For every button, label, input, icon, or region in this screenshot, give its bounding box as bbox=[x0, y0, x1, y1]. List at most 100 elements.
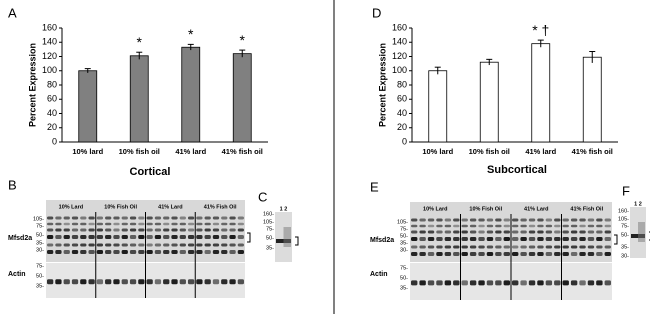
blot-band bbox=[570, 224, 578, 228]
blot-band bbox=[537, 252, 544, 256]
blot-band bbox=[138, 243, 145, 247]
blot-band bbox=[562, 218, 569, 222]
y-tick-label: 80 bbox=[397, 79, 407, 89]
blot-band bbox=[171, 250, 178, 254]
blot-band bbox=[47, 216, 54, 220]
y-tick-label: 60 bbox=[47, 94, 57, 104]
annotation: * bbox=[137, 34, 143, 50]
blot-band bbox=[528, 280, 536, 286]
blot-band bbox=[154, 279, 162, 285]
blot-band bbox=[71, 243, 79, 247]
blot-band bbox=[579, 245, 586, 249]
error-bar bbox=[187, 43, 194, 51]
blot-band bbox=[113, 216, 120, 220]
blot-band bbox=[411, 237, 418, 241]
blot-band bbox=[495, 230, 502, 234]
blot-band bbox=[196, 250, 203, 254]
blot-band bbox=[171, 228, 178, 232]
blot-band bbox=[579, 218, 586, 222]
marker: 105- bbox=[397, 219, 408, 225]
blot-band bbox=[579, 237, 586, 241]
blot-band bbox=[596, 252, 603, 256]
blot-band bbox=[570, 245, 578, 249]
blot-band bbox=[486, 237, 494, 241]
blot-band bbox=[113, 228, 120, 232]
blot-band bbox=[221, 222, 228, 226]
blot-band bbox=[537, 230, 544, 234]
blot-band bbox=[237, 228, 244, 232]
blot-band bbox=[419, 224, 426, 228]
blot-band bbox=[187, 222, 195, 226]
blot-band bbox=[528, 224, 536, 228]
blot-band bbox=[105, 216, 112, 220]
blot-band bbox=[179, 235, 186, 239]
marker: 50- bbox=[400, 233, 408, 239]
blot-band bbox=[179, 279, 186, 285]
panel-label: F bbox=[622, 183, 630, 198]
blot-band bbox=[55, 243, 62, 247]
x-tick-label: 41% fish oil bbox=[222, 147, 263, 156]
marker: 75- bbox=[400, 226, 408, 232]
blot-band bbox=[229, 222, 236, 226]
blot-band bbox=[204, 222, 211, 226]
error-bar bbox=[84, 68, 91, 73]
lane-label: 1 2 bbox=[634, 201, 642, 207]
blot-band bbox=[444, 218, 452, 222]
blot-band bbox=[554, 218, 561, 222]
blot-band bbox=[419, 245, 426, 249]
group-label: 41% Lard bbox=[524, 206, 548, 212]
blot-band bbox=[512, 280, 519, 286]
blot-band bbox=[96, 279, 104, 285]
bar bbox=[78, 70, 98, 143]
blot-band bbox=[461, 245, 468, 249]
blot-band bbox=[436, 224, 443, 228]
bar bbox=[582, 56, 602, 143]
blot-band bbox=[570, 218, 578, 222]
blot-band bbox=[138, 222, 145, 226]
blot-band bbox=[204, 235, 211, 239]
error-bar bbox=[589, 51, 596, 63]
group-label: 41% Fish Oil bbox=[570, 206, 603, 212]
blot-band bbox=[461, 230, 468, 234]
blot-band bbox=[80, 216, 87, 220]
blot-band bbox=[596, 237, 603, 241]
blot-band bbox=[453, 230, 460, 234]
blot-band bbox=[121, 216, 128, 220]
blot-band bbox=[71, 235, 79, 239]
blot-band bbox=[212, 279, 220, 285]
marker: 75- bbox=[621, 223, 629, 229]
blot-band bbox=[587, 280, 595, 286]
blot-band bbox=[146, 250, 153, 254]
blot-band bbox=[503, 230, 510, 234]
blot-band bbox=[427, 237, 435, 241]
blot-band bbox=[545, 230, 553, 234]
blot-band bbox=[105, 279, 112, 285]
y-tick-label: 0 bbox=[52, 136, 57, 146]
blot-band bbox=[187, 228, 195, 232]
blot-band bbox=[179, 222, 186, 226]
blot-band bbox=[453, 237, 460, 241]
blot-band bbox=[469, 245, 477, 249]
blot-band bbox=[129, 228, 137, 232]
blot-band bbox=[204, 279, 211, 285]
blot-band bbox=[411, 245, 418, 249]
blot-band bbox=[283, 227, 291, 247]
blot-band bbox=[63, 228, 70, 232]
row-label: Mfsd2a bbox=[8, 235, 32, 242]
blot-band bbox=[427, 252, 435, 256]
blot-band bbox=[512, 245, 519, 249]
blot-band bbox=[478, 245, 485, 249]
blot-band bbox=[196, 235, 203, 239]
blot-band bbox=[453, 252, 460, 256]
blot-band bbox=[163, 243, 170, 247]
blot-band bbox=[419, 230, 426, 234]
y-tick-label: 20 bbox=[47, 122, 57, 132]
blot-band bbox=[520, 245, 527, 249]
blot-band bbox=[237, 216, 244, 220]
blot-band bbox=[503, 252, 510, 256]
blot-band bbox=[221, 243, 228, 247]
blot-band bbox=[163, 228, 170, 232]
blot-band bbox=[212, 222, 220, 226]
marker: 160- bbox=[618, 208, 629, 214]
blot-band bbox=[469, 218, 477, 222]
